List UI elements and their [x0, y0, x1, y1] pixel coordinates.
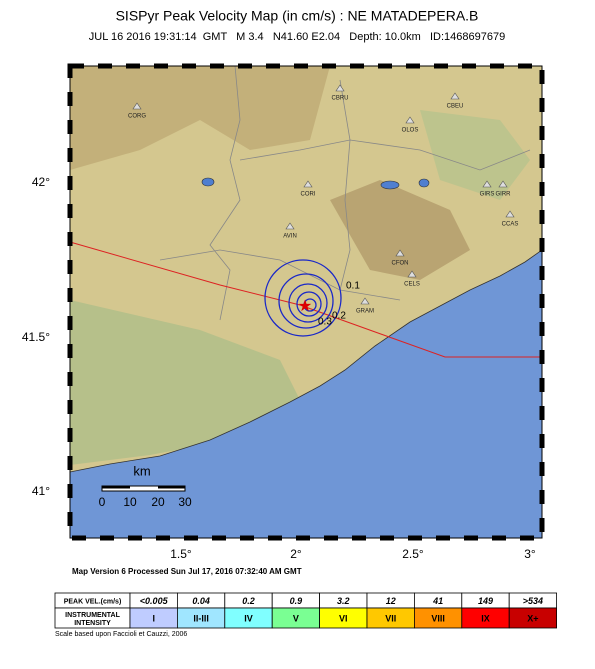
legend-value: II-III	[193, 613, 209, 623]
lakes	[201, 177, 430, 190]
scale-tick: 10	[123, 495, 137, 509]
station-marker	[360, 297, 370, 305]
lon-label: 3°	[524, 547, 536, 561]
legend-value: <0.005	[140, 596, 169, 606]
station-label: GIRS	[480, 192, 495, 198]
stations: CORG CBRU CBEU OLOS GIRS GIRR CORI AVIN CCAS CFON…	[128, 84, 519, 315]
legend-value: IX	[481, 613, 490, 623]
map-border	[69, 65, 543, 539]
station-marker	[407, 270, 417, 278]
lat-label: 42°	[32, 175, 50, 189]
station-marker	[395, 249, 405, 257]
lon-label: 1.5°	[170, 547, 192, 561]
legend-value: 0.2	[242, 596, 255, 606]
scale-bar: km 0 10 20 30	[99, 463, 192, 509]
subtitle: JUL 16 2016 19:31:14 GMT M 3.4 N41.60 E2…	[89, 31, 505, 43]
legend-value: 3.2	[337, 596, 350, 606]
title: SISPyr Peak Velocity Map (in cm/s) : NE …	[116, 8, 479, 24]
station-label: GRAM	[356, 309, 374, 315]
mountains	[70, 66, 330, 170]
station-marker	[505, 210, 515, 218]
legend-value: VI	[339, 613, 348, 623]
station-marker	[132, 102, 142, 110]
legend-value: VII	[385, 613, 396, 623]
contour-label: 0.1	[346, 281, 360, 292]
legend-value: I	[152, 613, 155, 623]
station-label: CORI	[301, 192, 316, 198]
legend-value: IV	[244, 613, 253, 623]
map-version: Map Version 6 Processed Sun Jul 17, 2016…	[72, 567, 302, 576]
station-label: CBRU	[331, 96, 348, 102]
legend-value: 0.9	[290, 596, 303, 606]
legend-value: X+	[527, 613, 538, 623]
credit: Scale based upon Faccioli et Cauzzi, 200…	[55, 631, 187, 638]
legend-value: VIII	[431, 613, 445, 623]
legend-row-header: PEAK VEL.(cm/s)	[64, 598, 122, 605]
station-marker	[285, 222, 295, 230]
legend-value: V	[293, 613, 299, 623]
scale-fill	[102, 486, 130, 489]
legend-row-header: INSTRUMENTAL INTENSITY	[65, 612, 120, 627]
station-marker	[303, 180, 313, 188]
lon-label: 2.5°	[402, 547, 424, 561]
legend-value: 0.04	[192, 596, 210, 606]
legend-value: 12	[386, 596, 396, 606]
scale-tick: 0	[99, 495, 106, 509]
scale-fill	[158, 486, 185, 489]
lowland	[420, 110, 530, 200]
legend-value: >534	[523, 596, 543, 606]
contours	[264, 259, 342, 337]
boundaries	[159, 65, 531, 321]
scale-unit: km	[133, 463, 150, 478]
lat-label: 41°	[32, 484, 50, 498]
station-label: CBEU	[447, 104, 464, 110]
intensity-legend: PEAK VEL.(cm/s) <0.005 0.04 0.2 0.9 3.2 12 41 14…	[54, 592, 558, 629]
station-marker	[405, 116, 415, 124]
contour-label: 0.3	[318, 317, 332, 328]
station-label: CORG	[128, 114, 146, 120]
legend-value: 149	[478, 596, 493, 606]
station-marker	[335, 84, 345, 92]
station-label: AVIN	[283, 234, 297, 240]
lon-label: 2°	[290, 547, 302, 561]
station-label: CCAS	[502, 222, 519, 228]
station-marker	[450, 92, 460, 100]
lat-label: 41.5°	[22, 330, 50, 344]
legend-value: 41	[432, 596, 443, 606]
station-label: CELS	[404, 282, 420, 288]
station-label: GIRR	[496, 192, 512, 198]
lowland	[70, 300, 300, 465]
scale-tick: 30	[178, 495, 192, 509]
station-marker	[482, 180, 492, 188]
contour-label: 0.2	[332, 311, 346, 322]
mountains	[330, 180, 470, 280]
fault-line	[69, 241, 542, 358]
scale-tick: 20	[151, 495, 165, 509]
legend-cell	[508, 607, 558, 629]
station-marker	[498, 180, 508, 188]
station-label: OLOS	[402, 128, 419, 134]
station-label: CFON	[392, 261, 409, 267]
epicenter: ★	[298, 298, 312, 315]
